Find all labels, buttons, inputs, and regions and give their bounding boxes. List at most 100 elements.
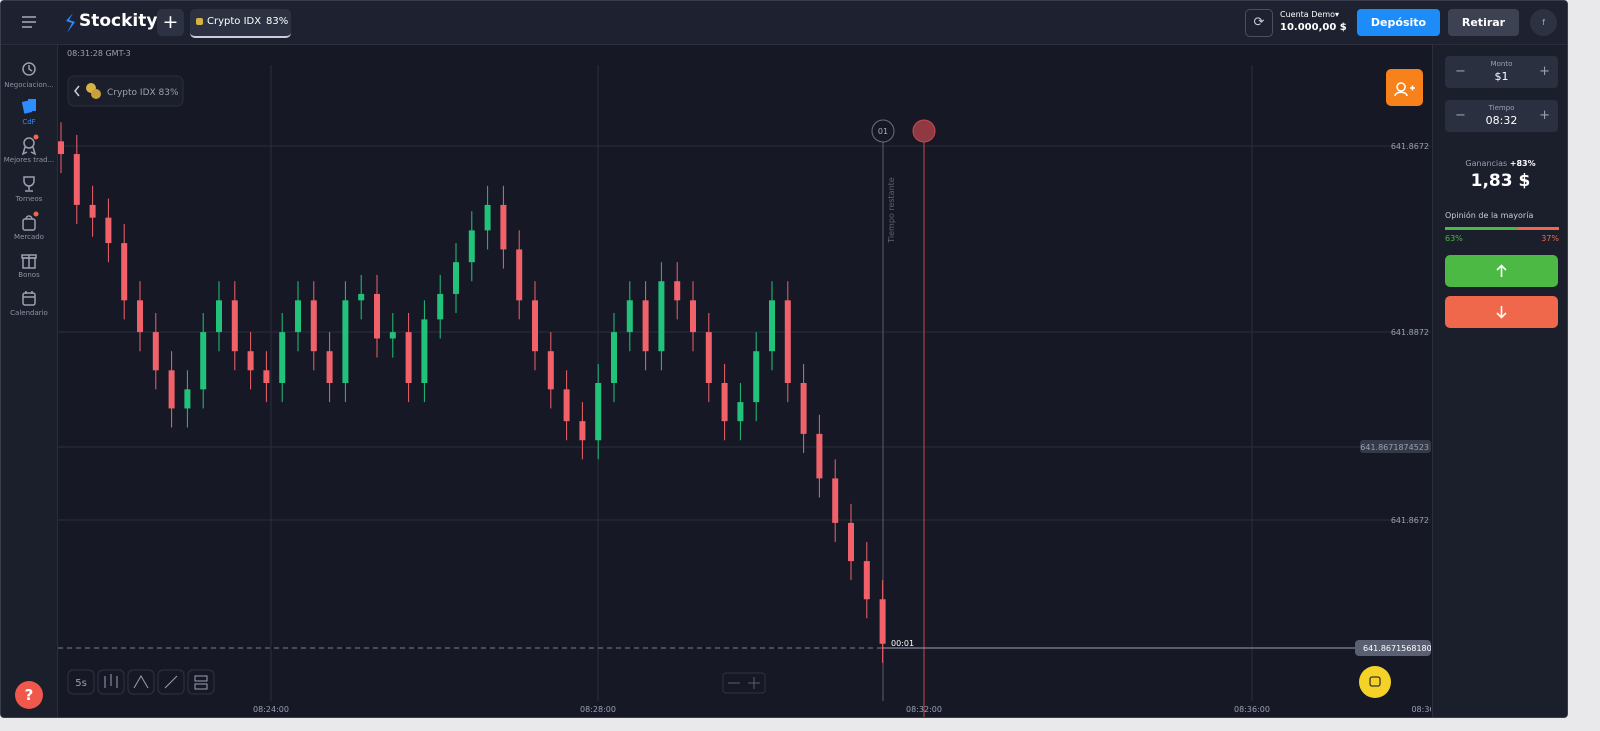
candle-body xyxy=(279,332,286,383)
sidebar-label[interactable]: Calendario xyxy=(10,309,48,317)
candle-body xyxy=(863,561,870,600)
account-caret[interactable]: ▾ xyxy=(1335,10,1340,19)
chart-type-button[interactable] xyxy=(97,669,125,695)
toolbar xyxy=(67,669,766,695)
current-price-badge xyxy=(1355,640,1431,656)
candle-body xyxy=(405,332,412,383)
countdown: 00:01 xyxy=(891,639,914,648)
help-button[interactable]: ? xyxy=(15,681,43,709)
price-badge xyxy=(1360,440,1431,453)
candle-body xyxy=(674,281,681,301)
time-label: 08:28:00 xyxy=(580,705,616,714)
candle-body xyxy=(168,370,175,409)
payout-label: Ganancias xyxy=(1465,159,1508,168)
candle-body xyxy=(879,599,886,644)
up-button[interactable] xyxy=(1445,255,1558,287)
price-label: 641.8672 xyxy=(1391,516,1429,525)
price-label: 641.8872 xyxy=(1391,328,1429,337)
sidebar-label[interactable]: CdF xyxy=(22,118,36,126)
candle-body xyxy=(753,351,760,403)
interval-button[interactable] xyxy=(67,669,95,695)
price-label: 641.8672 xyxy=(1391,142,1429,151)
switch-account[interactable]: ⟳ xyxy=(1245,9,1273,37)
remaining-label: Tiempo restante xyxy=(887,177,896,244)
layout-button[interactable] xyxy=(187,669,215,695)
add-asset[interactable]: + xyxy=(157,9,184,36)
candle-body xyxy=(310,300,317,352)
candle-body xyxy=(690,300,696,333)
candle-body xyxy=(326,351,333,383)
time-label: Tiempo xyxy=(1488,104,1515,112)
candle-body xyxy=(342,300,349,383)
candle-body xyxy=(642,300,649,352)
top-bar: Stockity + Crypto IDX 83% ⟳ Cuenta Demo … xyxy=(1,1,1567,45)
asset-tab[interactable]: Crypto IDX 83% xyxy=(190,9,291,38)
chat-button[interactable] xyxy=(1359,666,1391,698)
deposit-button[interactable]: Depósito xyxy=(1357,9,1440,36)
candle-body xyxy=(611,332,617,383)
trade-marker-label: 01 xyxy=(878,127,888,136)
payout: +83% xyxy=(1509,159,1536,168)
candle-body xyxy=(547,351,554,390)
amount-box[interactable]: − + Monto $1 xyxy=(1445,56,1558,88)
candle-body xyxy=(595,383,602,441)
candle-body xyxy=(105,217,112,244)
clock: 08:31:28 GMT-3 xyxy=(67,49,131,58)
trade-panel: − + Monto $1 − + Tiempo 08:32 Ganancias +83% 1… xyxy=(1432,45,1567,717)
brand: Stockity xyxy=(79,11,158,31)
candle-body xyxy=(73,154,80,205)
sidebar-label[interactable]: Mercado xyxy=(14,233,44,241)
down-button[interactable] xyxy=(1445,296,1558,328)
majority-value: 63% xyxy=(1445,234,1463,243)
candle-body xyxy=(737,402,744,422)
sidebar-label[interactable]: Mejores trad... xyxy=(3,156,55,164)
candle-body xyxy=(231,300,238,352)
interval[interactable]: 5s xyxy=(75,678,87,689)
candle-body xyxy=(121,243,128,301)
candle-body xyxy=(58,141,64,155)
candle-body xyxy=(532,300,538,352)
sidebar-label[interactable]: Torneos xyxy=(15,195,43,203)
sidebar-label[interactable]: Negociacion... xyxy=(4,81,54,89)
candle-body xyxy=(184,389,191,409)
candle-body xyxy=(200,332,207,390)
amount: $1 xyxy=(1494,70,1509,83)
candle-body xyxy=(516,249,523,301)
menu-icon[interactable] xyxy=(21,15,37,29)
candle-body xyxy=(816,433,823,479)
chart: 08:31:28 GMT-3 Crypto IDX 83% 641.8672 64… xyxy=(58,49,1431,717)
candle-body xyxy=(658,281,665,352)
balance: 10.000,00 $ xyxy=(1280,22,1347,33)
time-box[interactable]: − + Tiempo 08:32 xyxy=(1445,100,1558,132)
price-label: 641.8671874523 xyxy=(1360,443,1429,452)
withdraw-button[interactable]: Retirar xyxy=(1448,9,1519,36)
candle-body xyxy=(832,478,839,523)
amount-label: Monto xyxy=(1490,60,1513,68)
candle-body xyxy=(579,421,586,441)
asset-name: Crypto IDX xyxy=(207,16,262,27)
account-label[interactable]: Cuenta Demo xyxy=(1280,10,1335,19)
asset-payout: 83% xyxy=(266,16,289,27)
avatar[interactable]: f xyxy=(1530,9,1557,36)
candle-body xyxy=(721,383,728,422)
zoom-buttons[interactable] xyxy=(722,672,766,694)
candle-body xyxy=(216,300,222,333)
sidebar-icons xyxy=(21,62,39,306)
candle-body xyxy=(848,522,854,562)
trade-marker xyxy=(871,119,895,143)
time-label: 08:36 xyxy=(1411,705,1431,714)
candle-body xyxy=(374,293,380,339)
majority-segment xyxy=(1516,227,1559,230)
candle-body xyxy=(453,262,459,294)
majority-bar: 63% 37% xyxy=(1445,227,1559,243)
draw-button[interactable] xyxy=(157,669,185,695)
time: 08:32 xyxy=(1485,114,1518,127)
candle-body xyxy=(563,389,570,422)
indicator-button[interactable] xyxy=(127,669,155,695)
majority-segment xyxy=(1445,227,1517,230)
candle-body xyxy=(152,332,159,371)
sidebar-label[interactable]: Bonos xyxy=(18,271,40,279)
time-label: 08:24:00 xyxy=(253,705,289,714)
candle-body xyxy=(484,204,491,231)
candle-body xyxy=(263,370,270,383)
